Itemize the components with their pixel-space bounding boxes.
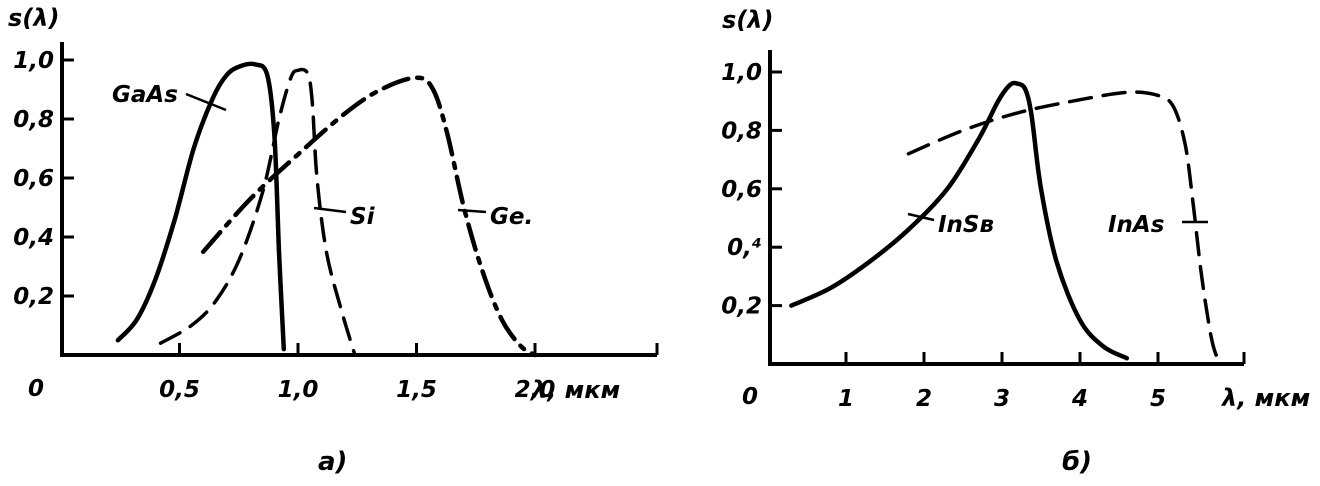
panel-b-x-tick-label: 1 [838, 386, 854, 412]
panel-a-y-tick-label: 1,0 [13, 48, 54, 74]
panel-b-axes [768, 50, 1244, 366]
panel-a-y-tick-label: 0,2 [13, 284, 54, 310]
panel-b-series-0-leader [907, 212, 935, 222]
panel-b-x-tick-label: 4 [1071, 386, 1088, 412]
panel-b-caption: б) [1062, 447, 1092, 477]
panel-a-axes [60, 42, 657, 357]
panel-b-y-tick-label: 0,6 [721, 177, 762, 203]
panel-a-x-tick-label: 0,5 [159, 377, 200, 403]
panel-a-x-tick-label: 1,5 [396, 377, 437, 403]
panel-a-y-tick-label: 0,4 [13, 225, 54, 251]
panel-a-x-tick-label: 2,0 [515, 377, 556, 403]
panel-a-series-2-leader [457, 208, 487, 214]
panel-b: s(λ) 0 λ, мкм б) 1 2 3 4 5 0,2 0,⁴ 0,6 0,8 1,0 In… [721, 6, 1310, 477]
panel-b-xlabel: λ, мкм [1220, 384, 1310, 412]
panel-b-series-0-curve [789, 80, 1130, 361]
panel-a: s(λ) 0 λ, мкм а) 0,5 1,0 1,5 2,0 0,2 0,4 0,6 0,… [8, 4, 659, 477]
panel-b-y-tick-label: 0,2 [721, 294, 762, 320]
panel-a-series-0-leader [185, 92, 227, 112]
panel-a-series-1-leader [313, 206, 347, 214]
panel-a-series-2-curve [200, 75, 538, 358]
panel-b-series-1-label: InAs [1108, 212, 1164, 238]
panel-a-series-1-curve [158, 67, 357, 357]
panel-b-y-tick-label: 1,0 [721, 60, 762, 86]
panel-b-series-1-curve [906, 90, 1223, 366]
panel-b-x-tick-label: 5 [1150, 386, 1166, 412]
panel-a-xlabel: λ, мкм [530, 376, 620, 404]
panel-b-origin-label: 0 [742, 384, 758, 410]
panel-a-series-2-label: Ge. [490, 204, 533, 230]
panel-b-x-tick-label: 2 [916, 386, 932, 412]
panel-a-series-0-curve [115, 61, 287, 352]
panel-a-caption: а) [318, 447, 347, 477]
panel-b-ylabel: s(λ) [722, 6, 773, 34]
panel-a-origin-label: 0 [28, 376, 44, 402]
panel-a-series-1-label: Si [350, 204, 376, 230]
panel-a-y-tick-label: 0,6 [13, 166, 54, 192]
panel-a-x-tick-label: 1,0 [278, 377, 319, 403]
panel-b-y-tick-label: 0,⁴ [727, 235, 762, 261]
panel-a-series-0-label: GaAs [112, 82, 178, 108]
panel-b-series-0-label: InSв [938, 212, 994, 238]
panel-a-ylabel: s(λ) [8, 4, 59, 32]
panel-a-y-tick-label: 0,8 [13, 107, 54, 133]
panel-b-x-tick-label: 3 [994, 386, 1010, 412]
panel-b-y-tick-label: 0,8 [721, 118, 762, 144]
